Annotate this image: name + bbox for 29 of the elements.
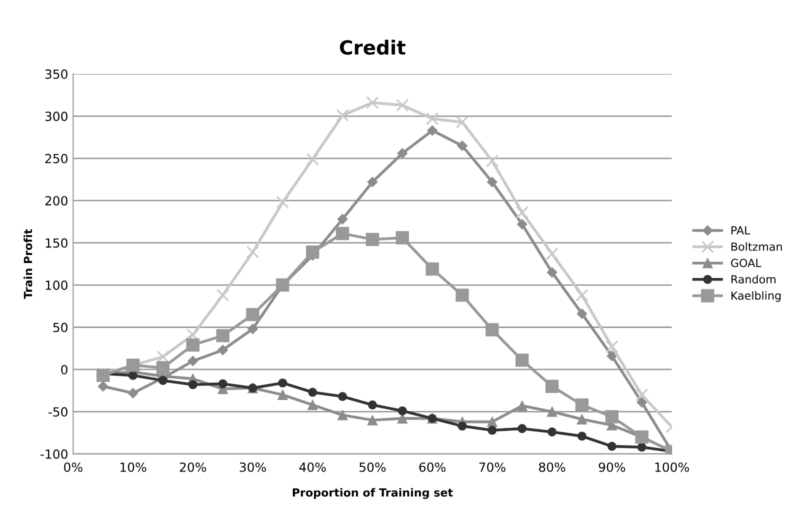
y-tick-label: -100 bbox=[40, 449, 68, 459]
x-tick-label: 0% bbox=[64, 462, 82, 472]
y-tick-label: 100 bbox=[46, 280, 68, 290]
x-tick-label: 90% bbox=[598, 462, 626, 472]
x-tick-label: 10% bbox=[120, 462, 146, 472]
x-tick-label: 50% bbox=[360, 462, 386, 472]
legend-label: Random bbox=[732, 274, 776, 284]
y-tick-label: 50 bbox=[53, 322, 68, 332]
x-tick-label: 100% bbox=[655, 462, 689, 472]
x-tick-label: 30% bbox=[240, 462, 266, 472]
x-axis-title: Proportion of Training set bbox=[292, 488, 453, 499]
y-tick-label: 150 bbox=[46, 238, 68, 248]
y-tick-label: -50 bbox=[48, 407, 68, 417]
y-axis-title: Train Profit bbox=[24, 229, 32, 299]
x-tick-label: 80% bbox=[539, 462, 566, 472]
y-tick-label: 0 bbox=[61, 364, 68, 374]
x-tick-label: 20% bbox=[180, 462, 206, 472]
legend-label: PAL bbox=[732, 226, 750, 234]
y-tick-label: 350 bbox=[45, 69, 68, 79]
x-tick-label: 60% bbox=[419, 462, 446, 472]
y-tick-label: 250 bbox=[45, 154, 68, 164]
x-tick-label: 70% bbox=[479, 462, 506, 472]
y-tick-label: 300 bbox=[45, 112, 68, 122]
legend-label: Boltzman bbox=[732, 242, 782, 251]
legend-label: Kaelbling bbox=[732, 291, 781, 302]
y-tick-label: 200 bbox=[45, 196, 68, 206]
x-tick-label: 40% bbox=[299, 462, 326, 472]
legend-label: GOAL bbox=[731, 258, 762, 268]
chart-title: Credit bbox=[340, 40, 406, 55]
